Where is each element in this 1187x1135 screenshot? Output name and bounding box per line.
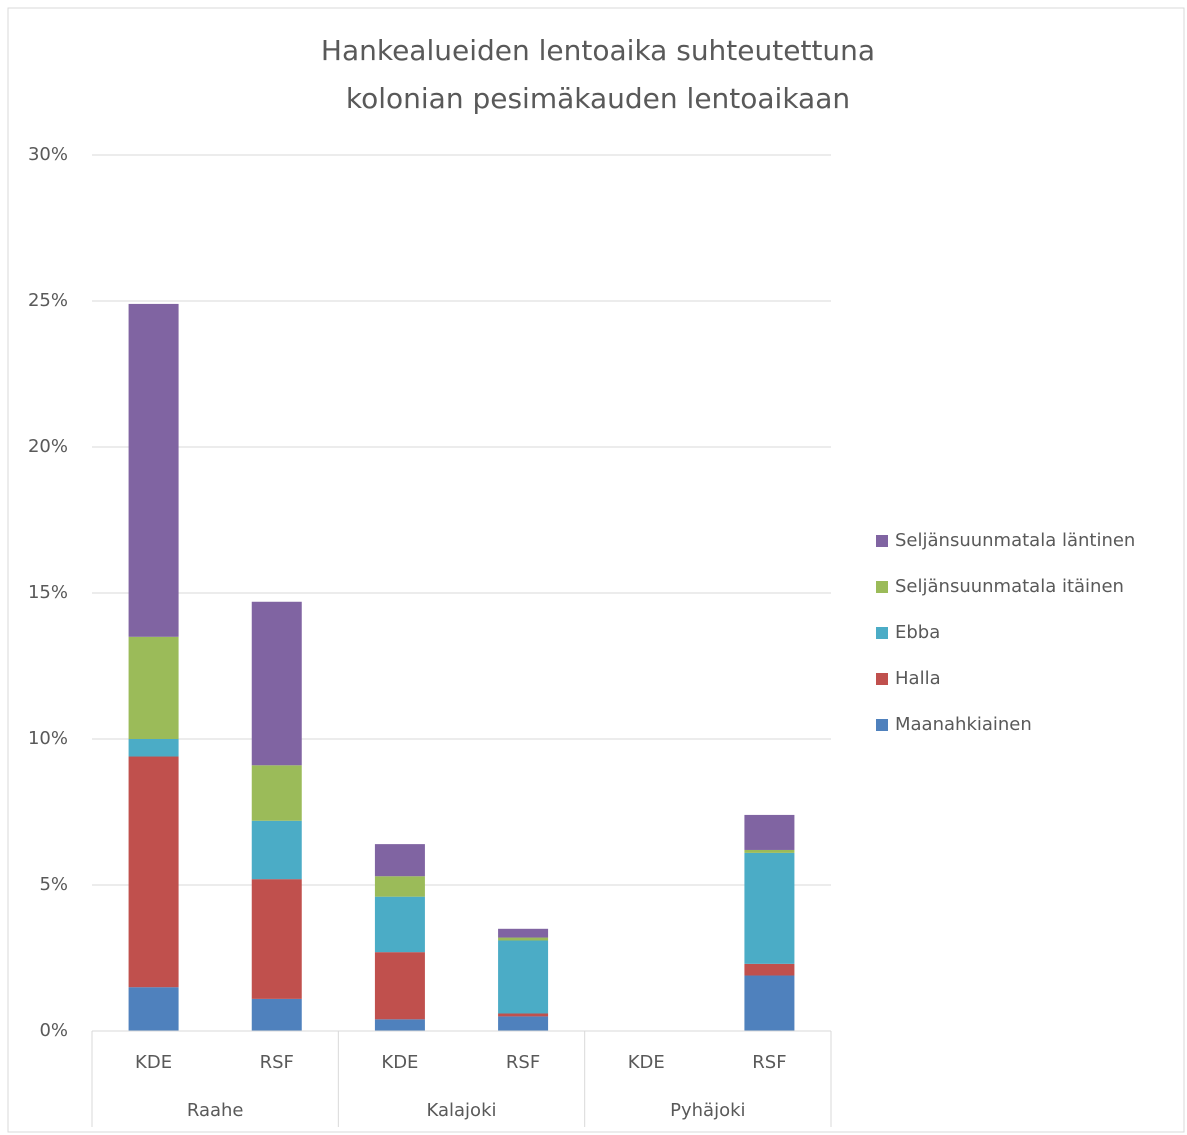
bar-segment <box>128 739 179 757</box>
bar-segment <box>498 937 549 941</box>
bar-segment <box>744 849 795 853</box>
bar-segment <box>498 928 549 938</box>
bar-segment <box>128 987 179 1031</box>
bar-segment <box>374 896 425 953</box>
bar-segment <box>128 756 179 988</box>
y-tick-label: 0% <box>39 1020 68 1041</box>
legend-swatch <box>876 673 888 685</box>
legend-swatch <box>876 581 888 593</box>
bar-segment <box>251 601 302 766</box>
bar-segment <box>374 1019 425 1031</box>
bar-segment <box>374 844 425 877</box>
y-tick-label: 15% <box>28 582 68 603</box>
group-label: Kalajoki <box>427 1100 497 1121</box>
bar-segment <box>744 975 795 1031</box>
y-tick-label: 30% <box>28 144 68 165</box>
bar-segment <box>128 303 179 637</box>
bar-segment <box>744 852 795 964</box>
chart-title: kolonian pesimäkauden lentoaikaan <box>346 82 850 115</box>
x-tick-label: RSF <box>506 1052 540 1073</box>
legend-swatch <box>876 719 888 731</box>
bar-segment <box>251 879 302 999</box>
x-tick-label: RSF <box>752 1052 786 1073</box>
group-label: Pyhäjoki <box>670 1100 745 1121</box>
legend-label: Maanahkiainen <box>895 714 1032 735</box>
y-tick-label: 20% <box>28 436 68 457</box>
x-tick-label: KDE <box>628 1052 665 1073</box>
y-tick-label: 10% <box>28 728 68 749</box>
bar-segment <box>498 1016 549 1031</box>
x-tick-label: KDE <box>135 1052 172 1073</box>
y-tick-label: 25% <box>28 290 68 311</box>
legend-label: Halla <box>895 668 941 689</box>
legend-label: Seljänsuunmatala itäinen <box>895 576 1124 597</box>
bar-segment <box>498 940 549 1014</box>
bar-segment <box>251 998 302 1031</box>
legend-label: Ebba <box>895 622 940 643</box>
bar-segment <box>251 765 302 821</box>
chart-border <box>7 7 1185 1133</box>
legend-swatch <box>876 535 888 547</box>
bar-segment <box>744 814 795 850</box>
legend-label: Seljänsuunmatala läntinen <box>895 530 1135 551</box>
bar-segment <box>251 820 302 880</box>
x-tick-label: RSF <box>260 1052 294 1073</box>
legend-swatch <box>876 627 888 639</box>
y-tick-label: 5% <box>39 874 68 895</box>
group-label: Raahe <box>187 1100 244 1121</box>
bar-segment <box>744 963 795 976</box>
chart-title: Hankealueiden lentoaika suhteutettuna <box>321 34 875 67</box>
bar-segment <box>374 876 425 897</box>
bar-segment <box>128 636 179 739</box>
bar-segment <box>374 952 425 1020</box>
x-tick-label: KDE <box>381 1052 418 1073</box>
bar-segment <box>498 1013 549 1017</box>
